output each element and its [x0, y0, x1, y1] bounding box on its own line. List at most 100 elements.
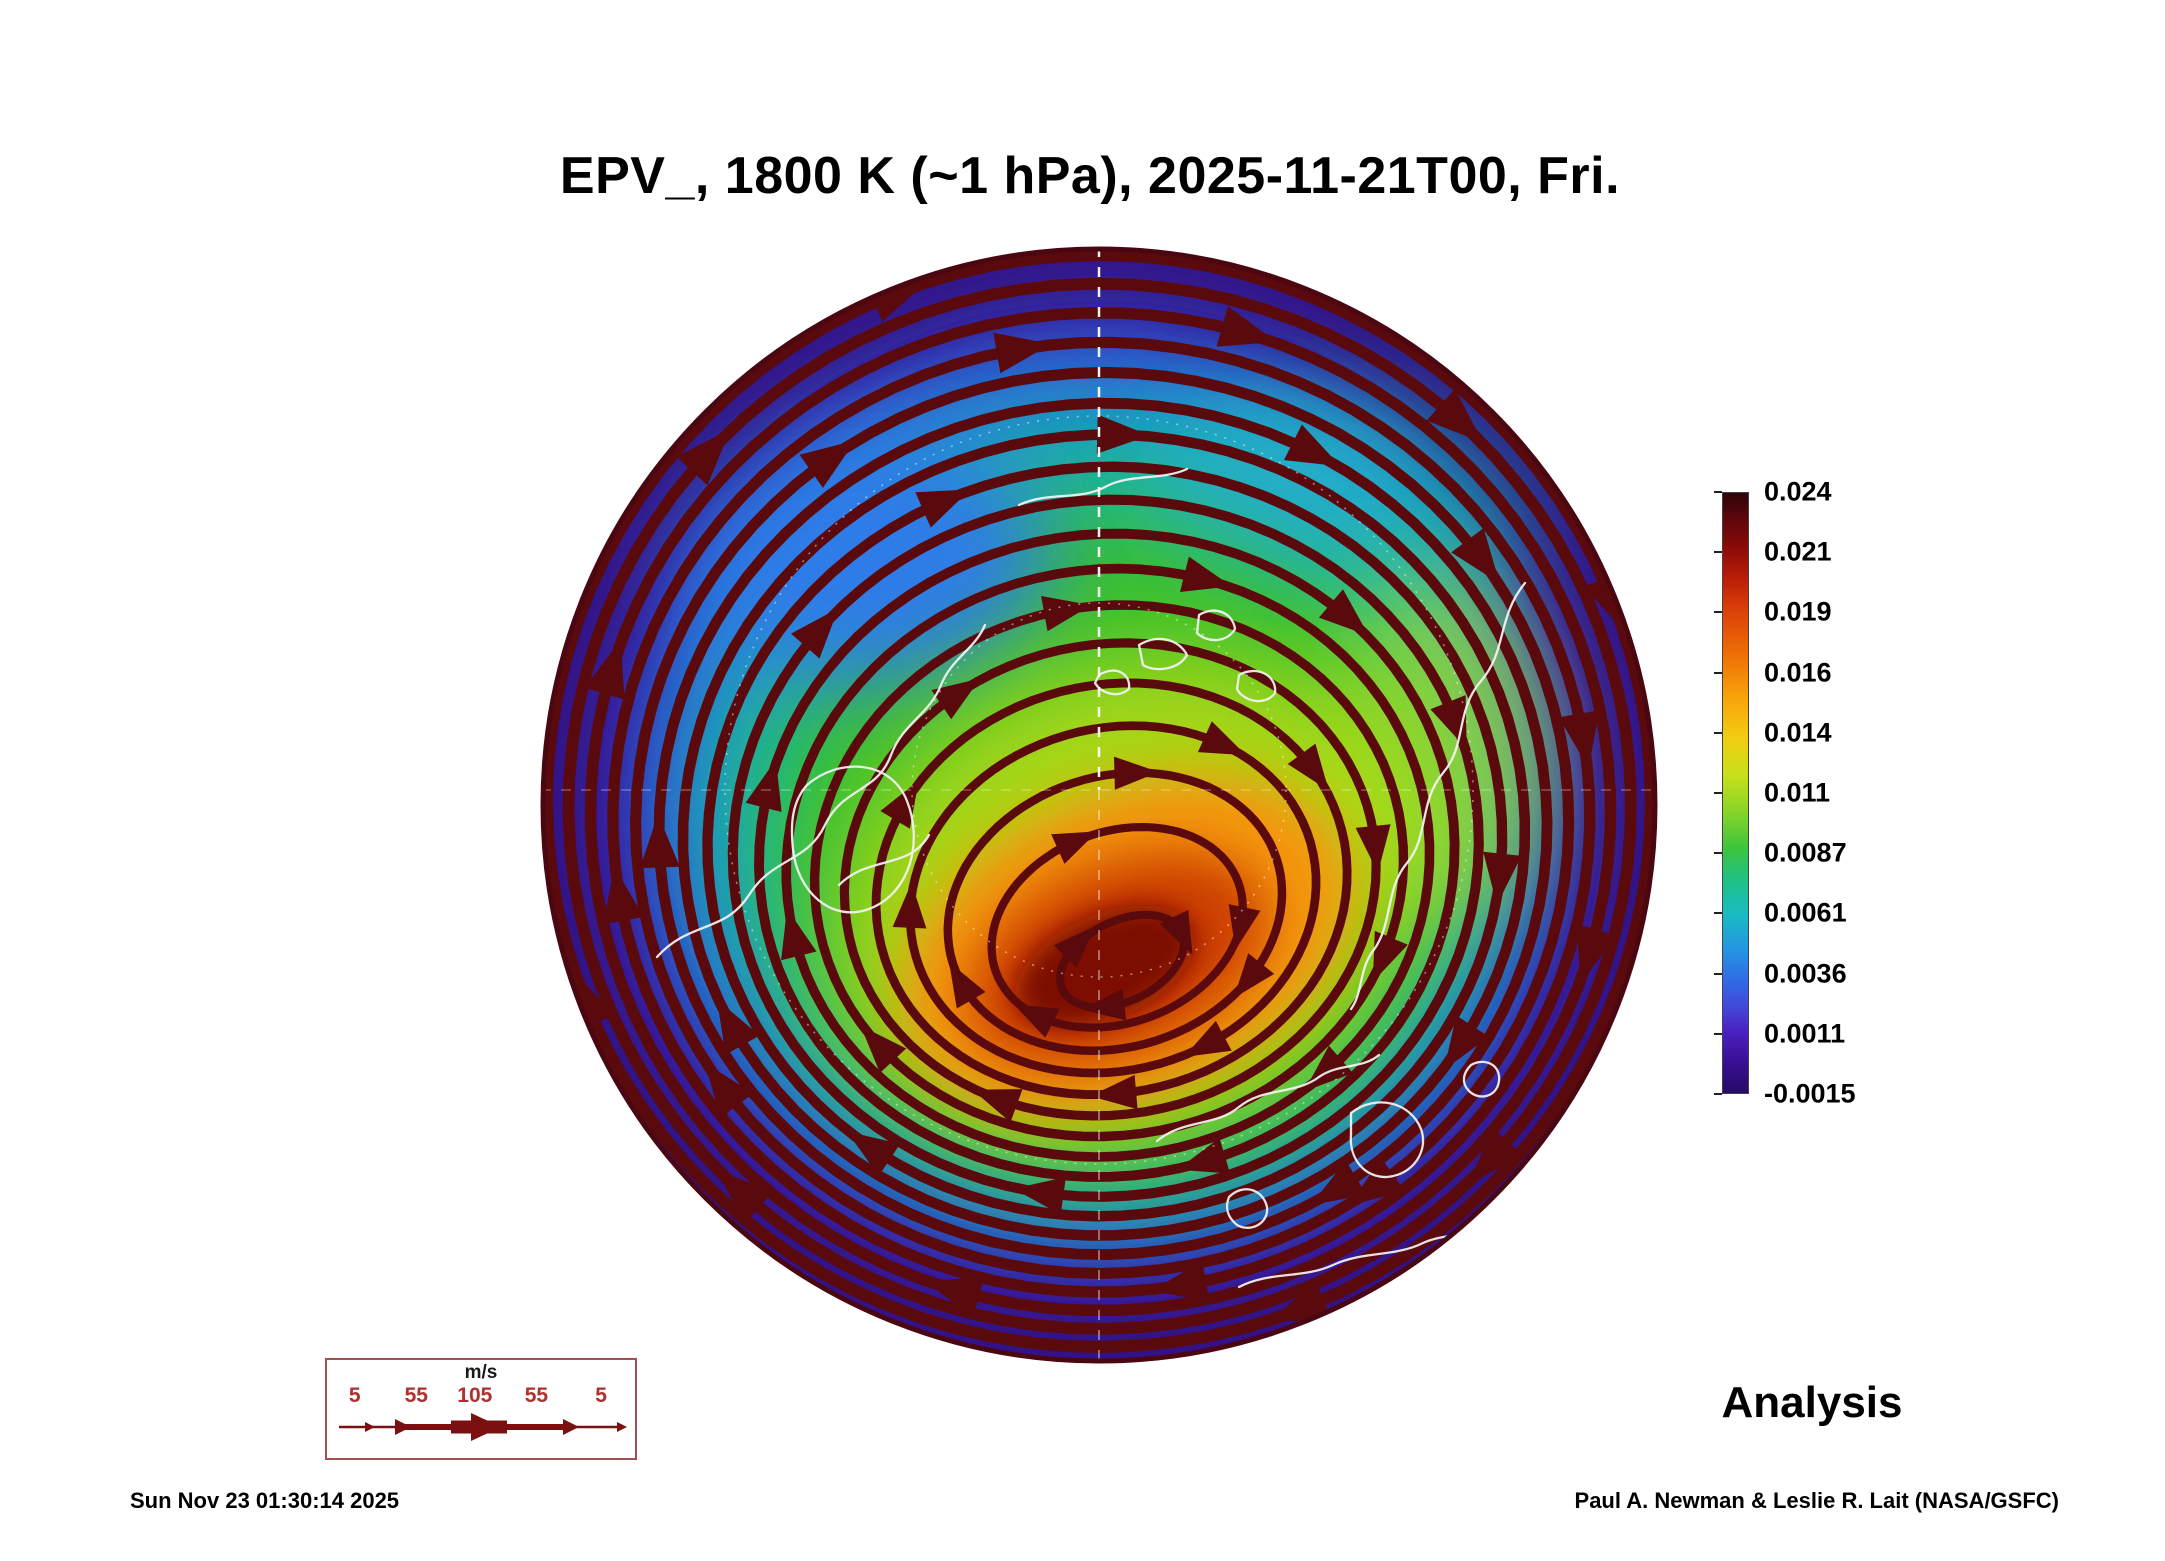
colorbar-tick-mark [1714, 671, 1722, 674]
streamline [677, 429, 1531, 1241]
streamline-arrow-icon [993, 332, 1051, 374]
streamline-arrow-icon [1426, 388, 1483, 443]
streamline-arrow-icon [1558, 710, 1600, 768]
streamline-arrow-icon [860, 1025, 907, 1073]
streamline-arrow-icon [1430, 695, 1467, 749]
streamline-arrow-icon [745, 759, 782, 812]
streamline-arrow-icon [716, 1169, 773, 1224]
colorbar-tick-mark [1714, 1032, 1722, 1035]
streamline-arrow-icon [1114, 756, 1159, 790]
streamline [541, 248, 1657, 1354]
streamline-arrow-icon [1287, 743, 1329, 791]
colorbar-tick-label: 0.016 [1764, 657, 1832, 688]
streamline-arrow-icon [949, 962, 986, 1009]
wind-tick-labels: 5 55 105 55 5 [327, 1384, 635, 1408]
streamline-arrow-icon [1483, 851, 1522, 905]
streamline-arrow-icon [1216, 306, 1276, 347]
epv-globe-canvas [540, 246, 1658, 1364]
streamline-arrow-icon [1159, 909, 1193, 955]
graticule-overlay [541, 247, 1657, 1363]
streamline-arrow-icon [1372, 930, 1408, 982]
streamline-arrow-icon [1444, 1015, 1489, 1070]
streamline-arrow-icon [1013, 1177, 1066, 1215]
credit-text: Paul A. Newman & Leslie R. Lait (NASA/GS… [1574, 1488, 2059, 1513]
colorbar-gradient [1722, 492, 1749, 1094]
streamline-arrow-icon [1233, 953, 1275, 999]
colorbar-tick-label: 0.021 [1764, 536, 1832, 567]
streamline-arrow-icon [717, 999, 760, 1055]
streamline-arrow-icon [1013, 1004, 1060, 1038]
colorbar-tick-label: 0.019 [1764, 596, 1832, 627]
colorbar-tick-mark [1714, 551, 1722, 554]
page-title: EPV_, 1800 K (~1 hPa), 2025-11-21T00, Fr… [559, 147, 1621, 205]
wind-tick-label: 55 [404, 1384, 428, 1407]
streamline-arrow-icon [791, 608, 839, 659]
streamline [871, 678, 1352, 1100]
colorbar-tick-label: -0.0015 [1764, 1078, 1856, 1109]
streamline-arrow-icon [584, 640, 625, 700]
streamline-arrow-icon [1197, 721, 1246, 756]
streamline-arrow-icon [1355, 824, 1391, 873]
streamline-arrow-icon [931, 678, 981, 720]
streamline [943, 768, 1287, 1055]
streamline-arrow-icon [846, 1131, 901, 1176]
streamline-arrow-icon [892, 882, 927, 929]
streamline [809, 600, 1409, 1142]
streamline-arrow-icon [1151, 1261, 1210, 1302]
colorbar-tick-label: 0.0036 [1764, 958, 1847, 989]
streamline-arrow-icon [799, 440, 856, 488]
globe-rim [540, 246, 1658, 1364]
streamline [584, 307, 1617, 1317]
streamline-arrow-icon [1576, 923, 1617, 984]
streamline-arrow-icon [603, 866, 644, 925]
streamline-arrow-icon [781, 908, 817, 961]
streamline-arrow-icon [1096, 414, 1150, 454]
streamline-arrow-icon [1180, 556, 1232, 592]
streamline-arrow-icon [1469, 1127, 1524, 1184]
colorbar-tick-label: 0.0061 [1764, 897, 1847, 928]
streamline-arrow-icon [640, 814, 680, 869]
streamline [702, 461, 1508, 1222]
streamline-arrow-icon [1090, 1074, 1138, 1110]
streamline [987, 822, 1247, 1032]
streamline-arrow-icon [1228, 904, 1261, 950]
colorbar-tick-label: 0.014 [1764, 717, 1832, 748]
wind-tick-label: 5 [348, 1384, 361, 1407]
streamline-arrow-icon [1270, 1280, 1332, 1322]
colorbar-tick-mark [1714, 1093, 1722, 1095]
streamline-arrow-icon [925, 1276, 985, 1317]
streamline [754, 528, 1460, 1182]
wind-speed-legend: m/s 5 55 105 55 5 [325, 1358, 637, 1460]
wind-units-label: m/s [464, 1362, 498, 1383]
streamline [905, 721, 1321, 1078]
colorbar-tick-mark [1714, 491, 1722, 493]
colorbar-tick-label: 0.024 [1764, 476, 1832, 507]
streamline-arrow-icon [1053, 926, 1096, 968]
colorbar-tick-mark [1714, 972, 1722, 975]
streamline-arrow-icon [1283, 424, 1341, 467]
streamline-arrow-icon [972, 1089, 1023, 1123]
colorbar-tick-mark [1714, 611, 1722, 614]
streamline-arrow-icon [1310, 1160, 1367, 1206]
wind-tick-label: 105 [457, 1384, 493, 1407]
colorbar-tick-label: 0.0087 [1764, 837, 1847, 868]
colorbar-labels: 0.024 0.021 0.019 0.016 0.014 0.011 0.0087 0.00… [1764, 477, 1904, 1109]
colorbar-tick-label: 0.0011 [1764, 1018, 1846, 1049]
streamline-arrow-icon [1177, 1137, 1231, 1174]
colorbar-tick-mark [1714, 731, 1722, 734]
coastlines-overlay [655, 467, 1527, 1289]
streamline-arrow-icon [1318, 589, 1369, 636]
streamline-arrow-icon [880, 780, 919, 829]
colorbar-tick-mark [1714, 852, 1722, 855]
streamline-arrow-icon [1183, 1020, 1232, 1057]
colorbar-ticks [1714, 491, 1722, 1095]
streamline-arrow-icon [1051, 831, 1098, 864]
streamline [727, 494, 1484, 1202]
wind-arrow-icon [339, 1413, 627, 1441]
wind-tick-label: 5 [595, 1384, 607, 1407]
analysis-label: Analysis [1721, 1378, 1903, 1427]
streamline-arrow-icon [676, 429, 731, 486]
streamlines-overlay [541, 248, 1657, 1354]
streamline-arrow-icon [1451, 528, 1500, 584]
streamline [607, 336, 1596, 1298]
